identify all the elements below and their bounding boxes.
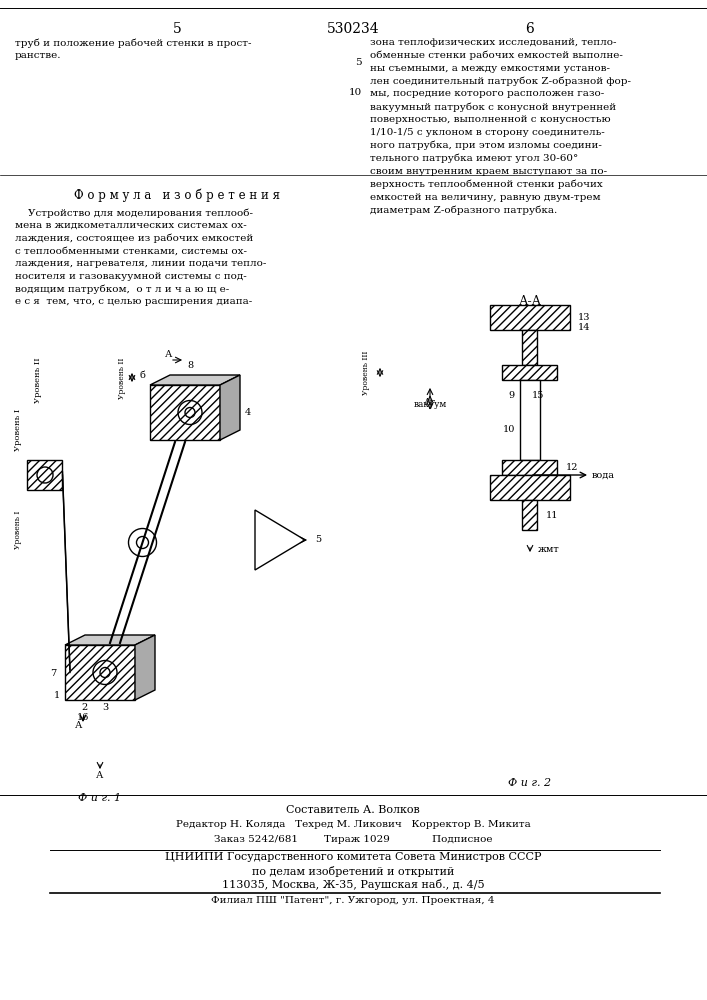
Circle shape	[129, 528, 156, 556]
Polygon shape	[520, 380, 540, 460]
Polygon shape	[150, 385, 220, 440]
Text: 6: 6	[525, 22, 534, 36]
Text: 5: 5	[315, 536, 321, 544]
Text: 5: 5	[356, 58, 362, 67]
Text: Составитель А. Волков: Составитель А. Волков	[286, 805, 420, 815]
Text: 3: 3	[102, 704, 108, 712]
Text: 7: 7	[50, 668, 56, 678]
Polygon shape	[522, 500, 537, 530]
Text: А: А	[165, 350, 173, 359]
Text: Ф о р м у л а   и з о б р е т е н и я: Ф о р м у л а и з о б р е т е н и я	[74, 188, 280, 202]
Text: Уровень I: Уровень I	[14, 409, 22, 451]
Text: зона теплофизических исследований, тепло-
обменные стенки рабочих емкостей выпол: зона теплофизических исследований, тепло…	[370, 38, 631, 215]
Polygon shape	[150, 375, 240, 385]
Text: 15: 15	[532, 390, 544, 399]
Text: жмт: жмт	[538, 546, 560, 554]
Text: 10: 10	[349, 88, 362, 97]
Text: ЦНИИПИ Государственного комитета Совета Министров СССР: ЦНИИПИ Государственного комитета Совета …	[165, 852, 542, 862]
Polygon shape	[28, 460, 62, 490]
Polygon shape	[65, 645, 135, 700]
Polygon shape	[503, 460, 558, 475]
Polygon shape	[522, 330, 537, 365]
Text: Уровень III: Уровень III	[362, 350, 370, 395]
Text: Уровень II: Уровень II	[118, 357, 126, 399]
Text: Уровень I: Уровень I	[14, 511, 22, 549]
Text: А-А: А-А	[518, 295, 542, 308]
Text: 10: 10	[503, 426, 515, 434]
Text: 14: 14	[578, 322, 590, 332]
Text: Устройство для моделирования теплооб-
мена в жидкометаллических системах ох-
лаж: Устройство для моделирования теплооб- ме…	[15, 208, 267, 306]
Text: вода: вода	[592, 471, 615, 480]
Text: 11: 11	[546, 510, 558, 520]
Text: 16: 16	[77, 714, 89, 722]
Text: б: б	[139, 370, 145, 379]
Polygon shape	[135, 635, 155, 700]
Text: 113035, Москва, Ж-35, Раушская наб., д. 4/5: 113035, Москва, Ж-35, Раушская наб., д. …	[222, 879, 484, 890]
Text: 13: 13	[578, 313, 590, 322]
Text: Филиал ПШ "Патент", г. Ужгород, ул. Проектная, 4: Филиал ПШ "Патент", г. Ужгород, ул. Прое…	[211, 896, 495, 905]
Text: 9: 9	[509, 390, 515, 399]
Text: труб и положение рабочей стенки в прост-
ранстве.: труб и положение рабочей стенки в прост-…	[15, 38, 252, 60]
Text: 8: 8	[187, 361, 193, 370]
Text: А: А	[75, 721, 83, 730]
Text: 530234: 530234	[327, 22, 380, 36]
Text: Уровень II: Уровень II	[34, 357, 42, 403]
Polygon shape	[65, 635, 155, 645]
Polygon shape	[220, 375, 240, 440]
Text: по делам изобретений и открытий: по делам изобретений и открытий	[252, 866, 454, 877]
Text: Ф и г. 2: Ф и г. 2	[508, 778, 551, 788]
Polygon shape	[490, 305, 570, 330]
Text: 4: 4	[245, 408, 251, 417]
Text: 12: 12	[566, 463, 578, 472]
Text: вакуум: вакуум	[414, 400, 447, 409]
Text: Редактор Н. Коляда   Техред М. Ликович   Корректор В. Микита: Редактор Н. Коляда Техред М. Ликович Кор…	[175, 820, 530, 829]
Text: 1: 1	[54, 690, 60, 700]
Polygon shape	[503, 365, 558, 380]
Text: А: А	[96, 771, 104, 780]
Text: 5: 5	[173, 22, 182, 36]
Polygon shape	[490, 475, 570, 500]
Text: Заказ 5242/681        Тираж 1029             Подписное: Заказ 5242/681 Тираж 1029 Подписное	[214, 835, 492, 844]
Text: Δr: Δr	[424, 398, 436, 407]
Text: 2: 2	[82, 704, 88, 712]
Text: Ф и г. 1: Ф и г. 1	[78, 793, 122, 803]
Polygon shape	[255, 510, 305, 570]
